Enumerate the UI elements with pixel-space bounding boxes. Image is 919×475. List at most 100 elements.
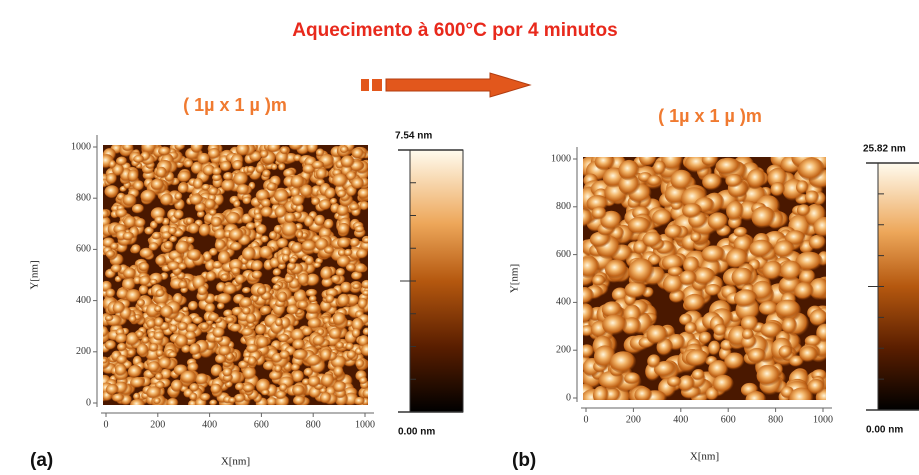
grain [274, 189, 289, 203]
grain [115, 364, 127, 376]
grain [761, 322, 782, 338]
grain [610, 351, 636, 373]
x-tick-label: 800 [768, 414, 783, 425]
grain [361, 344, 374, 357]
grain [229, 228, 244, 241]
grain [337, 190, 347, 198]
colorbar-max: 25.82 nm [863, 144, 906, 155]
grain [713, 324, 726, 337]
figure: Aquecimento à 600°C por 4 minutos ( 1µ x… [0, 0, 919, 475]
grain [152, 232, 162, 240]
grain [155, 255, 166, 266]
grain [261, 389, 270, 395]
grain [726, 201, 744, 221]
grain [148, 361, 161, 373]
grain [320, 266, 333, 280]
grain [624, 372, 640, 384]
grain [209, 187, 219, 196]
grain [98, 326, 108, 337]
grain [154, 317, 164, 327]
grain [282, 254, 290, 262]
grain [293, 349, 309, 360]
grain [105, 340, 117, 350]
grain [252, 271, 263, 280]
grain [218, 250, 231, 265]
grain [123, 194, 137, 207]
grain [757, 365, 782, 386]
grain [297, 231, 304, 239]
y-tick-label: 1000 [551, 153, 571, 164]
grain [276, 390, 287, 399]
grain [209, 248, 218, 256]
colorbar-min: 0.00 nm [398, 427, 435, 438]
grain [189, 194, 203, 205]
grain [116, 156, 127, 165]
grain [230, 324, 243, 333]
grain [276, 238, 288, 249]
grain [158, 146, 171, 155]
grain [136, 331, 144, 339]
grain [320, 392, 332, 404]
grain [150, 279, 158, 285]
grain [592, 275, 605, 287]
grain [267, 182, 277, 191]
grain [309, 295, 317, 302]
grain [362, 290, 370, 296]
grain [246, 313, 257, 324]
colorbar [878, 163, 919, 410]
grain [643, 232, 662, 248]
grain [321, 373, 335, 387]
grain [240, 297, 253, 308]
afm-panel: ( 1µ x 1 µ )m002002004004006006008008001… [509, 106, 919, 471]
grain [708, 341, 721, 356]
grain [346, 350, 356, 359]
grain [289, 257, 297, 264]
grain [325, 187, 337, 199]
grain [747, 169, 766, 189]
grain [228, 397, 236, 404]
grain [341, 155, 355, 168]
grain [130, 399, 145, 411]
grain [279, 350, 290, 359]
colorbar [410, 150, 463, 412]
grain [123, 232, 135, 241]
grain [130, 377, 145, 388]
grain [775, 300, 800, 319]
grain [178, 263, 187, 270]
panel-label: (b) [512, 450, 536, 471]
grain [360, 201, 370, 210]
y-tick-label: 0 [566, 392, 571, 403]
grain [331, 275, 341, 284]
x-tick-label: 400 [673, 414, 688, 425]
y-tick-label: 600 [556, 249, 571, 260]
grain [685, 322, 697, 334]
grain [193, 316, 204, 324]
grain [344, 249, 353, 257]
grain [279, 383, 288, 391]
y-tick-label: 800 [556, 201, 571, 212]
grain [647, 175, 662, 186]
grain [186, 237, 195, 244]
x-tick-label: 0 [104, 419, 109, 430]
grain [291, 242, 303, 254]
grain [302, 326, 313, 336]
grain [106, 289, 116, 299]
grain [154, 331, 165, 340]
grain [808, 379, 825, 395]
grain [211, 217, 222, 228]
grain [748, 348, 766, 363]
grain [313, 335, 326, 346]
grain [246, 344, 259, 353]
grain [724, 352, 744, 370]
grain [340, 146, 349, 154]
grain [798, 158, 824, 182]
grain [762, 261, 783, 281]
grain [363, 328, 371, 336]
grain [146, 386, 162, 399]
grain [289, 139, 304, 150]
grain [782, 317, 798, 334]
grain [189, 343, 201, 355]
grain [160, 305, 173, 318]
grain [221, 274, 229, 281]
grain [302, 240, 317, 251]
